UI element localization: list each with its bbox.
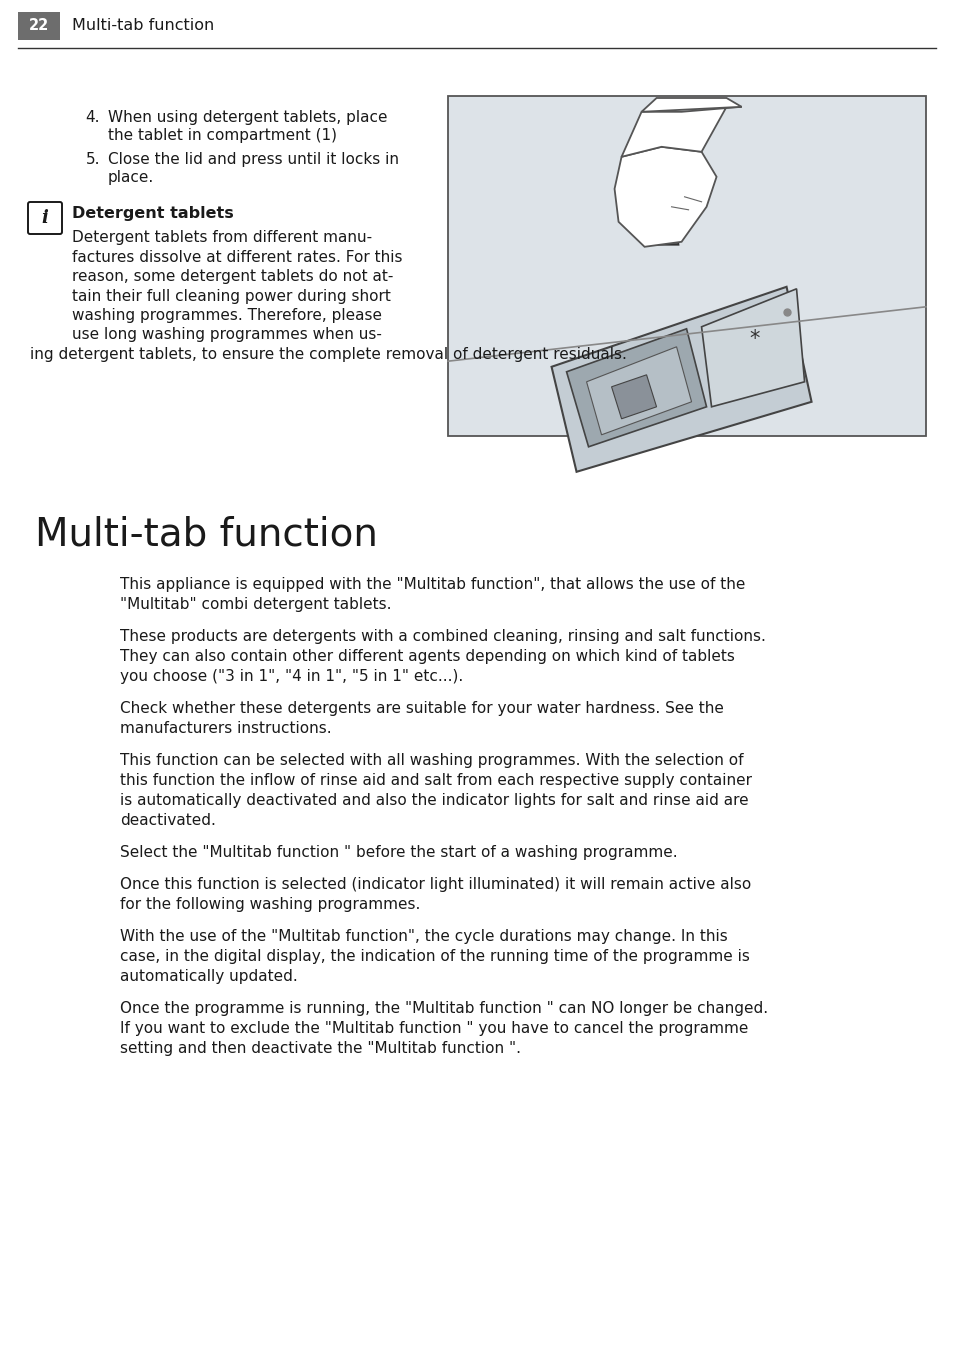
Text: manufacturers instructions.: manufacturers instructions. xyxy=(120,721,332,735)
Text: this function the inflow of rinse aid and salt from each respective supply conta: this function the inflow of rinse aid an… xyxy=(120,773,751,788)
Text: 4.: 4. xyxy=(86,110,100,124)
Polygon shape xyxy=(621,107,740,157)
Text: Select the "Multitab function " before the start of a washing programme.: Select the "Multitab function " before t… xyxy=(120,845,677,860)
Text: These products are detergents with a combined cleaning, rinsing and salt functio: These products are detergents with a com… xyxy=(120,629,765,644)
Text: This function can be selected with all washing programmes. With the selection of: This function can be selected with all w… xyxy=(120,753,742,768)
Text: With the use of the "Multitab function", the cycle durations may change. In this: With the use of the "Multitab function",… xyxy=(120,929,727,944)
Text: tain their full cleaning power during short: tain their full cleaning power during sh… xyxy=(71,288,391,303)
Text: Check whether these detergents are suitable for your water hardness. See the: Check whether these detergents are suita… xyxy=(120,700,723,717)
Polygon shape xyxy=(566,329,706,446)
Text: Detergent tablets: Detergent tablets xyxy=(71,206,233,220)
Text: Detergent tablets from different manu-: Detergent tablets from different manu- xyxy=(71,230,372,245)
Bar xyxy=(448,96,925,435)
Text: washing programmes. Therefore, please: washing programmes. Therefore, please xyxy=(71,308,381,323)
Text: i: i xyxy=(42,210,49,227)
Polygon shape xyxy=(700,289,803,407)
Text: Multi-tab function: Multi-tab function xyxy=(71,19,214,34)
Text: is automatically deactivated and also the indicator lights for salt and rinse ai: is automatically deactivated and also th… xyxy=(120,794,748,808)
Text: This appliance is equipped with the "Multitab function", that allows the use of : This appliance is equipped with the "Mul… xyxy=(120,577,744,592)
Polygon shape xyxy=(586,347,691,435)
Text: ing detergent tablets, to ensure the complete removal of detergent residuals.: ing detergent tablets, to ensure the com… xyxy=(30,347,626,362)
Text: *: * xyxy=(749,329,759,349)
Text: They can also contain other different agents depending on which kind of tablets: They can also contain other different ag… xyxy=(120,649,734,664)
Text: reason, some detergent tablets do not at-: reason, some detergent tablets do not at… xyxy=(71,269,393,284)
Text: "Multitab" combi detergent tablets.: "Multitab" combi detergent tablets. xyxy=(120,598,391,612)
Text: Close the lid and press until it locks in: Close the lid and press until it locks i… xyxy=(108,151,398,168)
Polygon shape xyxy=(551,287,811,472)
Polygon shape xyxy=(640,97,740,112)
Text: 5.: 5. xyxy=(86,151,100,168)
Polygon shape xyxy=(644,212,678,245)
Text: If you want to exclude the "Multitab function " you have to cancel the programme: If you want to exclude the "Multitab fun… xyxy=(120,1021,747,1036)
Text: case, in the digital display, the indication of the running time of the programm: case, in the digital display, the indica… xyxy=(120,949,749,964)
Text: setting and then deactivate the "Multitab function ".: setting and then deactivate the "Multita… xyxy=(120,1041,520,1056)
Text: place.: place. xyxy=(108,170,154,185)
Text: 22: 22 xyxy=(29,19,49,34)
Text: When using detergent tablets, place: When using detergent tablets, place xyxy=(108,110,387,124)
Text: for the following washing programmes.: for the following washing programmes. xyxy=(120,896,420,913)
Polygon shape xyxy=(611,375,656,419)
Text: factures dissolve at different rates. For this: factures dissolve at different rates. Fo… xyxy=(71,250,402,265)
Text: Once the programme is running, the "Multitab function " can NO longer be changed: Once the programme is running, the "Mult… xyxy=(120,1000,767,1015)
Polygon shape xyxy=(614,147,716,247)
Text: deactivated.: deactivated. xyxy=(120,813,215,827)
Text: you choose ("3 in 1", "4 in 1", "5 in 1" etc...).: you choose ("3 in 1", "4 in 1", "5 in 1"… xyxy=(120,669,463,684)
Text: automatically updated.: automatically updated. xyxy=(120,969,297,984)
Text: the tablet in compartment (1): the tablet in compartment (1) xyxy=(108,128,336,143)
Bar xyxy=(18,12,60,41)
Text: Once this function is selected (indicator light illuminated) it will remain acti: Once this function is selected (indicato… xyxy=(120,877,750,892)
Text: Multi-tab function: Multi-tab function xyxy=(35,515,377,553)
FancyBboxPatch shape xyxy=(28,201,62,234)
Text: use long washing programmes when us-: use long washing programmes when us- xyxy=(71,327,381,342)
